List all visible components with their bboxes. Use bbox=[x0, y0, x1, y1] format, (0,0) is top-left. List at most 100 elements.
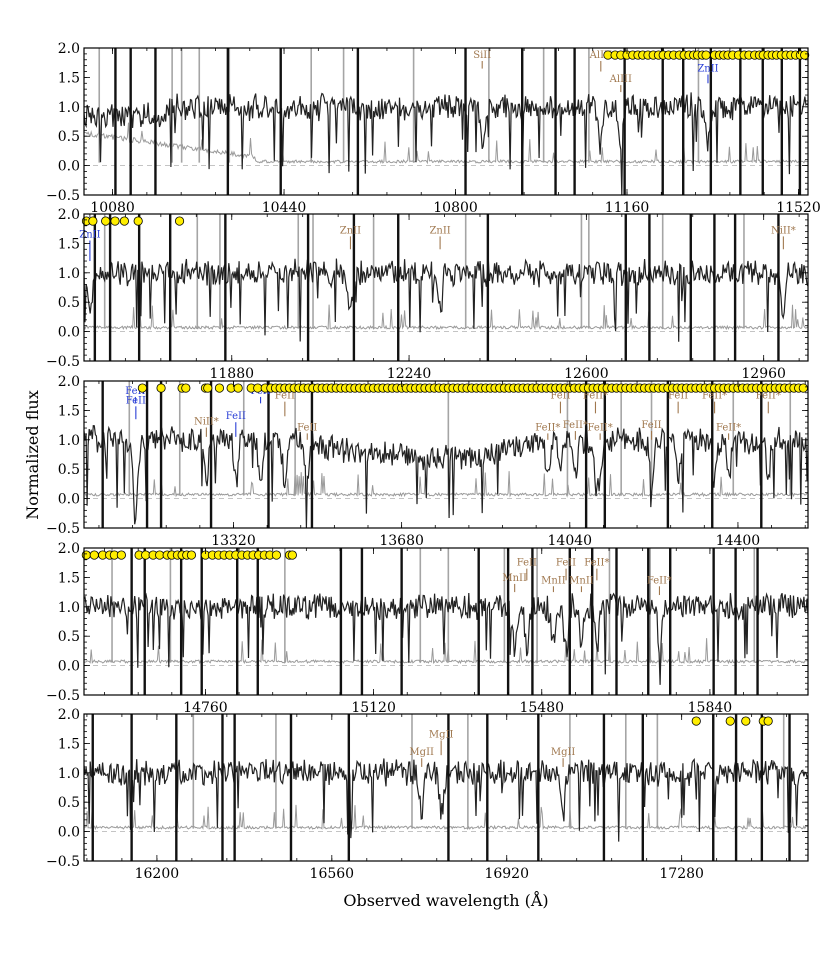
x-tick-label: 12960 bbox=[741, 366, 786, 382]
transition-label: MgII bbox=[551, 747, 576, 758]
transition-label: MnII bbox=[569, 575, 594, 586]
component-dot bbox=[81, 550, 91, 560]
transition-label: FeII bbox=[226, 411, 246, 422]
transition-label: FeII* bbox=[647, 575, 672, 586]
component-dot bbox=[181, 383, 191, 393]
x-tick-label: 11520 bbox=[776, 200, 821, 216]
panel-frame bbox=[83, 213, 809, 362]
y-tick-label: 1.0 bbox=[58, 766, 80, 782]
flux-spectrum bbox=[84, 757, 808, 842]
plot-area bbox=[84, 48, 808, 195]
component-dot bbox=[174, 216, 185, 226]
x-tick-label: 14040 bbox=[548, 533, 593, 549]
transition-label: FeII bbox=[126, 395, 146, 406]
component-dot bbox=[110, 216, 120, 226]
transition-label: FeII bbox=[517, 558, 537, 569]
y-tick-label: 0.5 bbox=[58, 295, 80, 311]
y-tick-label: 1.5 bbox=[58, 236, 80, 252]
y-tick-label: 1.5 bbox=[58, 736, 80, 752]
panel-frame bbox=[83, 380, 809, 529]
x-tick-label: 16200 bbox=[135, 866, 180, 882]
transition-label: MgII bbox=[409, 747, 434, 758]
transition-label: FeII* bbox=[535, 422, 560, 433]
component-dot bbox=[271, 550, 282, 560]
transition-label: ZnII bbox=[340, 225, 361, 236]
error-spectrum bbox=[84, 117, 808, 165]
y-tick-label: 1.0 bbox=[58, 100, 80, 116]
component-dot bbox=[800, 50, 810, 60]
transition-label: FeII bbox=[556, 558, 576, 569]
y-axis-label: Normalized flux bbox=[23, 390, 42, 519]
y-tick-label: 1.0 bbox=[58, 600, 80, 616]
component-dot bbox=[691, 716, 701, 726]
x-tick-label: 16920 bbox=[484, 866, 529, 882]
x-tick-label: 11160 bbox=[605, 200, 650, 216]
y-tick-label: 1.5 bbox=[58, 70, 80, 86]
component-dot bbox=[133, 216, 143, 226]
component-dot bbox=[88, 216, 98, 226]
x-tick-label: 12600 bbox=[564, 366, 609, 382]
x-tick-label: 17280 bbox=[659, 866, 704, 882]
component-dot bbox=[741, 716, 751, 726]
y-tick-label: 2.0 bbox=[58, 207, 80, 223]
transition-label: FeII* bbox=[588, 422, 613, 433]
flux-spectrum bbox=[84, 425, 808, 528]
transition-label: AlIII bbox=[589, 50, 612, 61]
flux-spectrum bbox=[84, 92, 808, 195]
y-tick-label: 0.5 bbox=[58, 629, 80, 645]
panel-frame bbox=[83, 547, 809, 696]
x-tick-label: 10080 bbox=[90, 200, 135, 216]
y-tick-label: −0.5 bbox=[46, 521, 80, 537]
x-tick-label: 15120 bbox=[351, 700, 396, 716]
y-tick-label: 0.0 bbox=[58, 325, 80, 341]
y-tick-label: 2.0 bbox=[58, 541, 80, 557]
transition-label: ZnII bbox=[429, 225, 450, 236]
transition-label: MnII bbox=[541, 575, 566, 586]
y-tick-label: 1.0 bbox=[58, 266, 80, 282]
transition-label: NiII* bbox=[194, 417, 219, 428]
component-dot bbox=[137, 383, 147, 393]
component-dot bbox=[725, 716, 735, 726]
transition-label: FeII bbox=[297, 422, 317, 433]
panel-1: SiII AlIII AlIII ZnII −0.5 0.0 0.5 1.0 1.5 2.0 100… bbox=[46, 41, 821, 216]
x-tick-label: 14760 bbox=[183, 700, 228, 716]
panel-4: MnII FeII MnII FeII MnII FeII* FeII* −0.5 0.0 0.5… bbox=[46, 541, 809, 716]
error-spectrum bbox=[84, 637, 808, 665]
transition-label: FeII bbox=[641, 420, 661, 431]
y-tick-label: −0.5 bbox=[46, 688, 80, 704]
x-tick-label: 15480 bbox=[519, 700, 564, 716]
component-dot bbox=[701, 50, 711, 60]
x-tick-label: 10800 bbox=[433, 200, 478, 216]
y-tick-label: −0.5 bbox=[46, 354, 80, 370]
transition-label: FeII bbox=[125, 386, 145, 397]
component-dot bbox=[156, 383, 166, 393]
transition-label: FeII* bbox=[563, 420, 588, 431]
panel-3: FeIIFeIINiII*FeIIFeIIFeIIFeIIFeII*FeIIFe… bbox=[46, 374, 809, 549]
component-dot bbox=[214, 383, 225, 393]
component-dot bbox=[287, 550, 297, 560]
y-tick-label: 2.0 bbox=[58, 374, 80, 390]
plot-area bbox=[84, 381, 808, 528]
component-dot bbox=[101, 216, 111, 226]
transition-label: AlIII bbox=[609, 74, 632, 85]
transition-label: ZnII bbox=[697, 64, 718, 75]
component-dot bbox=[119, 216, 129, 226]
y-tick-label: 0.0 bbox=[58, 159, 80, 175]
x-tick-label: 16560 bbox=[310, 866, 355, 882]
component-dot bbox=[203, 383, 213, 393]
transition-label: FeII* bbox=[584, 558, 609, 569]
y-tick-label: 1.5 bbox=[58, 570, 80, 586]
component-dot bbox=[89, 550, 99, 560]
y-tick-label: 0.5 bbox=[58, 462, 80, 478]
y-tick-label: 2.0 bbox=[58, 41, 80, 57]
x-tick-label: 12240 bbox=[387, 366, 432, 382]
component-dot bbox=[186, 550, 197, 560]
x-tick-label: 13680 bbox=[379, 533, 424, 549]
plot-area bbox=[84, 548, 808, 695]
component-dot bbox=[763, 716, 773, 726]
panel-frame bbox=[83, 713, 809, 862]
panel-frame bbox=[83, 47, 809, 196]
y-tick-label: 0.5 bbox=[58, 795, 80, 811]
component-dot bbox=[233, 383, 243, 393]
